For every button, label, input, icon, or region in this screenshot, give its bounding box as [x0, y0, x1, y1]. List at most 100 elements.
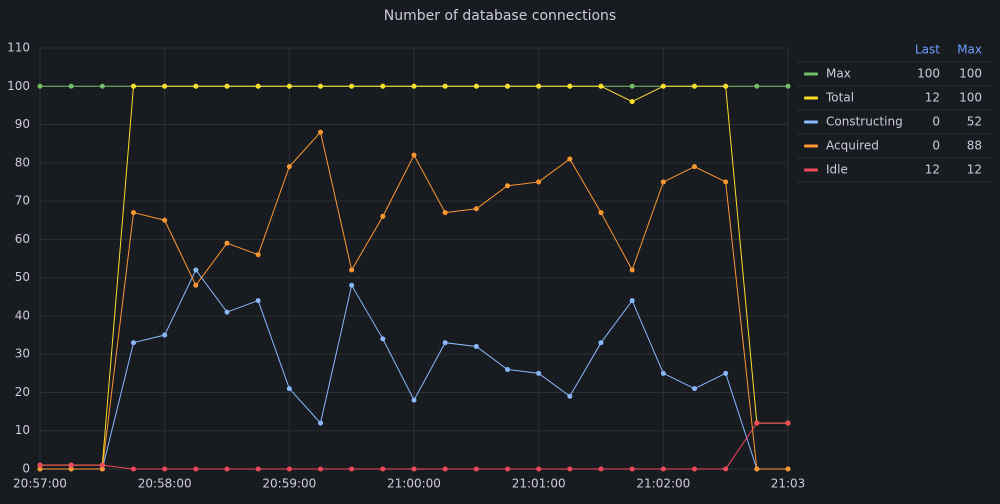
data-point: [660, 466, 666, 472]
data-point: [629, 83, 635, 89]
legend-last: 0: [932, 139, 940, 153]
y-tick-label: 100: [7, 79, 30, 93]
y-tick-label: 0: [22, 462, 30, 476]
data-point: [536, 83, 542, 89]
data-point: [629, 99, 635, 105]
data-point: [255, 466, 261, 472]
y-tick-label: 40: [15, 308, 30, 322]
y-tick-label: 90: [15, 117, 30, 131]
data-point: [131, 466, 136, 472]
data-point: [37, 466, 43, 472]
data-point: [567, 393, 573, 399]
data-point: [754, 83, 760, 89]
data-point: [505, 366, 510, 372]
legend-name: Acquired: [826, 139, 879, 153]
data-point: [598, 83, 604, 89]
legend-swatch: [804, 144, 818, 148]
data-point: [598, 210, 604, 216]
data-point: [567, 83, 573, 89]
legend-max: 12: [967, 163, 982, 177]
data-point: [380, 336, 386, 342]
data-point: [286, 466, 292, 472]
data-point: [318, 129, 323, 135]
data-point: [473, 83, 479, 89]
data-point: [567, 466, 573, 472]
legend-name: Constructing: [826, 115, 903, 129]
data-point: [131, 340, 136, 346]
legend-max: 52: [967, 115, 982, 129]
data-point: [660, 83, 666, 89]
legend-name: Total: [825, 91, 854, 105]
data-point: [318, 83, 323, 89]
data-point: [411, 397, 417, 403]
data-point: [380, 83, 386, 89]
data-point: [131, 210, 136, 216]
data-point: [598, 340, 604, 346]
data-point: [193, 282, 199, 288]
data-point: [131, 83, 136, 89]
data-point: [692, 83, 697, 89]
y-tick-label: 50: [15, 270, 30, 284]
data-point: [380, 466, 386, 472]
data-point: [255, 83, 261, 89]
data-point: [380, 213, 386, 219]
data-point: [536, 466, 542, 472]
data-point: [660, 179, 666, 185]
data-point: [692, 386, 697, 392]
data-point: [37, 462, 43, 468]
data-point: [754, 466, 760, 472]
data-point: [723, 370, 729, 376]
data-point: [193, 267, 199, 273]
data-point: [193, 83, 199, 89]
y-tick-label: 110: [7, 41, 30, 55]
legend-last: 12: [925, 163, 940, 177]
data-point: [224, 309, 230, 315]
data-point: [754, 420, 760, 426]
data-point: [598, 466, 604, 472]
data-point: [349, 466, 355, 472]
data-point: [193, 466, 199, 472]
data-point: [286, 386, 292, 392]
data-point: [224, 466, 230, 472]
chart-title: Number of database connections: [384, 8, 616, 24]
data-point: [442, 210, 448, 216]
data-point: [99, 462, 105, 468]
data-point: [692, 164, 697, 170]
data-point: [723, 179, 729, 185]
data-point: [785, 466, 791, 472]
data-point: [411, 152, 417, 158]
data-point: [349, 282, 355, 288]
data-point: [473, 344, 479, 350]
legend-max: 88: [967, 139, 982, 153]
data-point: [255, 298, 261, 304]
data-point: [68, 83, 74, 89]
data-point: [318, 466, 323, 472]
data-point: [442, 83, 448, 89]
y-tick-label: 30: [15, 347, 30, 361]
data-point: [629, 466, 635, 472]
data-point: [411, 83, 417, 89]
data-point: [68, 466, 74, 472]
legend-header: Max: [957, 43, 982, 57]
data-point: [37, 83, 43, 89]
data-point: [723, 83, 729, 89]
data-point: [536, 370, 542, 376]
data-point: [162, 466, 168, 472]
data-point: [224, 240, 230, 246]
x-tick-label: 21:03: [771, 477, 806, 491]
legend-last: 100: [917, 67, 940, 81]
y-tick-label: 10: [15, 423, 30, 437]
x-tick-label: 21:02:00: [636, 477, 690, 491]
data-point: [349, 267, 355, 273]
x-tick-label: 20:59:00: [262, 477, 316, 491]
data-point: [224, 83, 230, 89]
y-tick-label: 80: [15, 155, 30, 169]
data-point: [723, 466, 729, 472]
data-point: [692, 466, 697, 472]
legend-swatch: [804, 168, 818, 172]
data-point: [411, 466, 417, 472]
data-point: [629, 298, 635, 304]
x-tick-label: 21:01:00: [512, 477, 566, 491]
legend-swatch: [804, 120, 818, 124]
data-point: [473, 206, 479, 212]
